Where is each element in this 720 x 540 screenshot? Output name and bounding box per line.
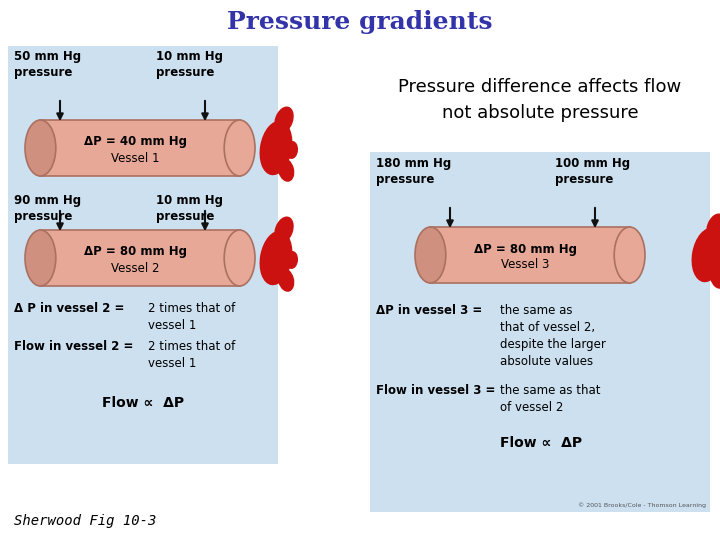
Text: 50 mm Hg
pressure: 50 mm Hg pressure [14, 50, 81, 79]
Ellipse shape [259, 121, 292, 175]
Ellipse shape [278, 268, 294, 292]
Text: Flow in vessel 2 =: Flow in vessel 2 = [14, 340, 133, 353]
Ellipse shape [286, 141, 298, 159]
Text: Sherwood Fig 10-3: Sherwood Fig 10-3 [14, 514, 156, 528]
Bar [370, 152, 710, 512]
Ellipse shape [415, 227, 446, 283]
Ellipse shape [25, 120, 56, 176]
Text: 180 mm Hg
pressure: 180 mm Hg pressure [376, 157, 451, 186]
Bar [40, 120, 240, 176]
Bar [40, 230, 240, 286]
Text: Vessel 3: Vessel 3 [501, 259, 549, 272]
Text: 2 times that of
vessel 1: 2 times that of vessel 1 [148, 340, 235, 370]
Text: ΔP in vessel 3 =: ΔP in vessel 3 = [376, 304, 482, 317]
Text: Flow in vessel 3 =: Flow in vessel 3 = [376, 384, 495, 397]
Text: 10 mm Hg
pressure: 10 mm Hg pressure [156, 50, 223, 79]
Text: Vessel 2: Vessel 2 [111, 261, 159, 274]
Ellipse shape [286, 251, 298, 269]
Ellipse shape [706, 213, 720, 240]
Text: 10 mm Hg
pressure: 10 mm Hg pressure [156, 194, 223, 223]
Text: ΔP = 80 mm Hg: ΔP = 80 mm Hg [474, 242, 577, 255]
Ellipse shape [691, 228, 720, 282]
Text: Flow ∝  ΔP: Flow ∝ ΔP [500, 436, 582, 450]
Text: Pressure gradients: Pressure gradients [228, 10, 492, 34]
Text: 90 mm Hg
pressure: 90 mm Hg pressure [14, 194, 81, 223]
Ellipse shape [259, 231, 292, 285]
Text: ΔP = 80 mm Hg: ΔP = 80 mm Hg [84, 246, 186, 259]
Ellipse shape [274, 106, 294, 133]
Ellipse shape [718, 248, 720, 266]
Text: Δ P in vessel 2 =: Δ P in vessel 2 = [14, 302, 125, 315]
Ellipse shape [710, 265, 720, 289]
Ellipse shape [278, 158, 294, 182]
Ellipse shape [25, 230, 56, 286]
Text: Vessel 1: Vessel 1 [111, 152, 159, 165]
Text: ΔP = 40 mm Hg: ΔP = 40 mm Hg [84, 136, 186, 148]
Text: 100 mm Hg
pressure: 100 mm Hg pressure [555, 157, 630, 186]
Ellipse shape [224, 120, 255, 176]
Bar [431, 227, 629, 283]
Text: Pressure difference affects flow
not absolute pressure: Pressure difference affects flow not abs… [398, 78, 682, 122]
Text: 2 times that of
vessel 1: 2 times that of vessel 1 [148, 302, 235, 332]
Text: Flow ∝  ΔP: Flow ∝ ΔP [102, 396, 184, 410]
Text: © 2001 Brooks/Cole - Thomson Learning: © 2001 Brooks/Cole - Thomson Learning [578, 502, 706, 508]
Ellipse shape [614, 227, 645, 283]
Bar [8, 46, 278, 464]
Ellipse shape [274, 217, 294, 244]
Ellipse shape [224, 230, 255, 286]
Text: the same as
that of vessel 2,
despite the larger
absolute values: the same as that of vessel 2, despite th… [500, 304, 606, 368]
Text: the same as that
of vessel 2: the same as that of vessel 2 [500, 384, 600, 414]
